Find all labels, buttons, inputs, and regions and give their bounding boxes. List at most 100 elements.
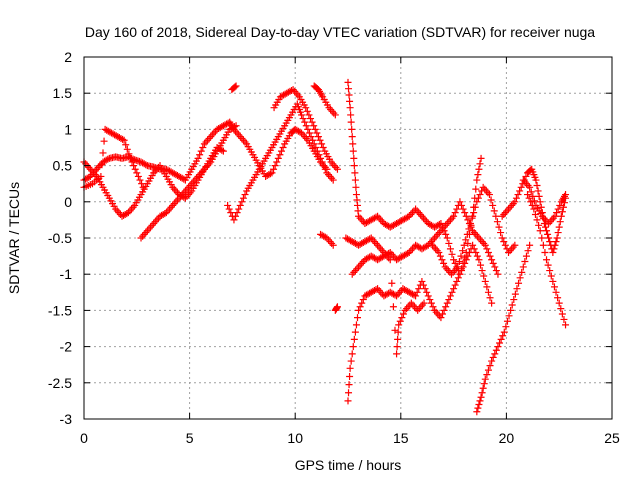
- data-point: [383, 290, 391, 298]
- data-point: [277, 147, 285, 155]
- data-point: [308, 118, 316, 126]
- data-point: [276, 151, 284, 159]
- data-point: [472, 248, 480, 256]
- data-point: [429, 303, 437, 311]
- data-point: [470, 245, 478, 253]
- data-point: [475, 256, 483, 264]
- data-point: [453, 205, 461, 213]
- data-point: [477, 393, 485, 401]
- data-point: [307, 115, 315, 123]
- data-point: [441, 263, 449, 271]
- data-point: [239, 194, 247, 202]
- series-sat-k: [344, 78, 485, 278]
- data-point: [536, 227, 544, 235]
- data-point: [538, 234, 546, 242]
- data-point: [186, 189, 194, 197]
- x-tick-label: 25: [604, 430, 620, 446]
- data-point: [464, 252, 472, 260]
- data-point: [506, 247, 514, 255]
- y-tick-label: -3: [60, 411, 73, 427]
- data-point: [415, 285, 423, 293]
- data-point: [197, 147, 205, 155]
- data-point: [128, 158, 136, 166]
- data-point: [474, 171, 482, 179]
- data-point: [356, 214, 364, 222]
- data-point: [235, 205, 243, 213]
- data-point: [169, 201, 177, 209]
- data-point: [549, 214, 557, 222]
- data-point: [462, 236, 470, 244]
- data-point: [489, 201, 497, 209]
- data-point: [126, 154, 134, 162]
- data-point: [309, 136, 317, 144]
- data-point: [454, 263, 462, 271]
- data-point: [546, 267, 554, 275]
- data-point: [321, 165, 329, 173]
- data-point: [305, 129, 313, 137]
- data-point: [448, 250, 456, 258]
- data-point: [359, 296, 367, 304]
- data-point: [350, 154, 358, 162]
- data-point: [498, 212, 506, 220]
- data-point: [301, 118, 309, 126]
- data-point: [547, 272, 555, 280]
- data-point: [88, 167, 96, 175]
- data-point: [445, 218, 453, 226]
- data-point: [409, 301, 417, 309]
- data-point: [456, 270, 464, 278]
- data-point: [473, 198, 481, 206]
- data-point: [421, 243, 429, 251]
- data-point: [302, 122, 310, 130]
- data-point: [530, 205, 538, 213]
- data-point: [486, 191, 494, 199]
- data-point: [299, 115, 307, 123]
- data-point: [138, 180, 146, 188]
- data-point: [495, 223, 503, 231]
- data-point: [559, 203, 567, 211]
- data-point: [521, 258, 529, 266]
- data-point: [265, 171, 273, 179]
- data-point: [525, 194, 533, 202]
- data-point: [90, 169, 98, 177]
- data-point: [134, 172, 142, 180]
- data-point: [375, 286, 383, 294]
- series-sat-c: [80, 125, 147, 191]
- data-point: [394, 328, 402, 336]
- data-point: [271, 162, 279, 170]
- data-point: [416, 210, 424, 218]
- data-point: [505, 312, 513, 320]
- data-point: [394, 335, 402, 343]
- data-point: [323, 169, 331, 177]
- data-point: [465, 248, 473, 256]
- data-point: [474, 194, 482, 202]
- data-point: [505, 205, 513, 213]
- data-point: [294, 127, 302, 135]
- data-point: [431, 306, 439, 314]
- data-point: [320, 162, 328, 170]
- data-point: [501, 209, 509, 217]
- data-point: [104, 155, 112, 163]
- data-point: [486, 362, 494, 370]
- data-point: [481, 185, 489, 193]
- data-point: [536, 198, 544, 206]
- data-point: [302, 134, 310, 142]
- data-point: [446, 292, 454, 300]
- data-point: [98, 161, 106, 169]
- data-point: [398, 314, 406, 322]
- data-point: [440, 259, 448, 267]
- data-point: [224, 201, 232, 209]
- data-point: [241, 191, 249, 199]
- data-point: [121, 210, 129, 218]
- data-point: [236, 201, 244, 209]
- data-point: [529, 192, 537, 200]
- data-point: [93, 165, 101, 173]
- data-point: [462, 212, 470, 220]
- data-point: [546, 218, 554, 226]
- data-point: [418, 277, 426, 285]
- data-point: [239, 136, 247, 144]
- data-point: [551, 212, 559, 220]
- data-point: [480, 239, 488, 247]
- data-point: [415, 305, 423, 313]
- data-point: [417, 303, 425, 311]
- data-point: [435, 248, 443, 256]
